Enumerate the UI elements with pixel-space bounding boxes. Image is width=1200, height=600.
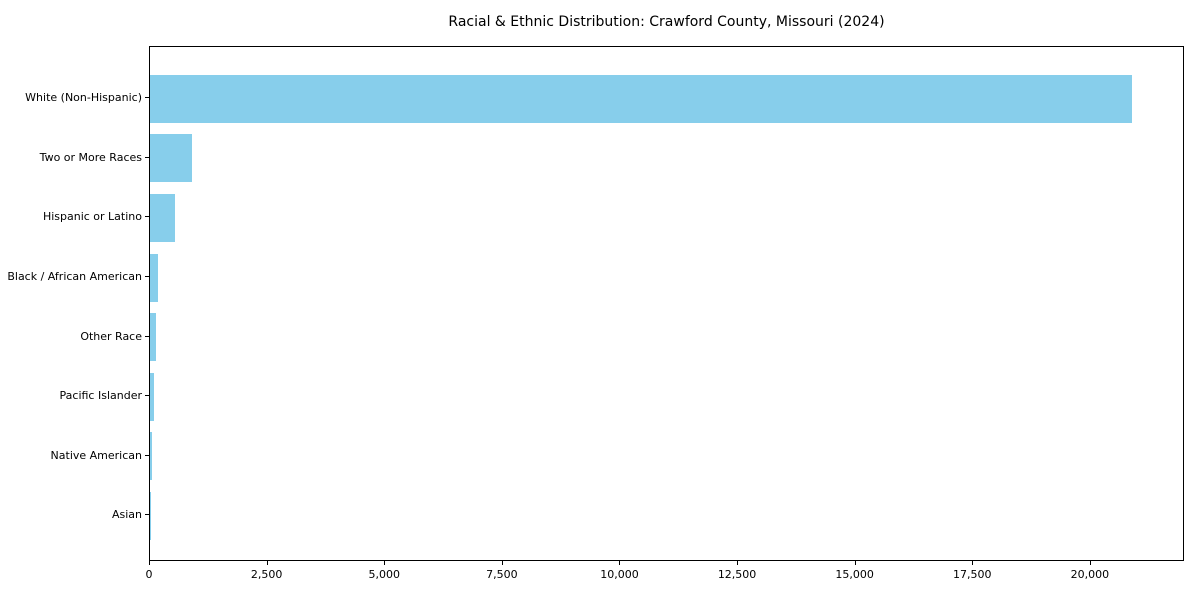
x-tick-mark (737, 561, 739, 565)
bar-other-race (150, 313, 156, 362)
bar-hispanic-or-latino (150, 193, 176, 242)
x-tick-mark (501, 561, 503, 565)
y-label-row: Hispanic or Latino (0, 187, 149, 247)
y-tick-mark (145, 395, 149, 397)
x-tick-mark (384, 561, 386, 565)
bar-asian (150, 491, 151, 540)
chart-title: Racial & Ethnic Distribution: Crawford C… (448, 14, 885, 30)
x-tick-label: 17,500 (953, 568, 992, 581)
bar-rows (150, 47, 1183, 560)
x-tick-label: 15,000 (835, 568, 874, 581)
y-axis-label-two-or-more-races: Two or More Races (39, 150, 142, 164)
x-tick-label: 20,000 (1070, 568, 1110, 581)
x-tick-label: 5,000 (368, 568, 400, 581)
y-tick-mark (145, 97, 149, 99)
y-axis-label-white-non-hispanic: White (Non-Hispanic) (25, 91, 142, 105)
bar-row (150, 129, 1183, 189)
bar-two-or-more-races (150, 134, 193, 183)
x-tick-mark (149, 561, 150, 565)
x-tick-label: 12,500 (717, 568, 757, 581)
y-label-row: Black / African American (0, 247, 149, 307)
y-label-row: Native American (0, 426, 149, 486)
bar-native-american (150, 432, 153, 481)
y-tick-mark (145, 276, 149, 278)
x-tick-label: 0 (145, 568, 153, 581)
y-label-row: Two or More Races (0, 128, 149, 188)
plot-area (149, 46, 1184, 561)
bar-row (150, 188, 1183, 248)
y-axis: White (Non-Hispanic) Two or More Races H… (0, 46, 149, 561)
x-tick-mark (972, 561, 974, 565)
y-axis-label-pacific-islander: Pacific Islander (59, 389, 142, 403)
bar-row (150, 69, 1183, 129)
bar-black-african-american (150, 253, 159, 302)
y-label-row: Other Race (0, 306, 149, 366)
y-tick-mark (145, 156, 149, 158)
x-tick-mark (854, 561, 856, 565)
x-axis: 0 2,500 5,000 7,500 10,000 12,500 15,000 17,500… (145, 561, 1184, 591)
y-tick-mark (145, 216, 149, 218)
x-tick-label: 10,000 (600, 568, 639, 581)
bar-row (150, 248, 1183, 308)
bar-row (150, 307, 1183, 367)
bar-pacific-islander (150, 372, 154, 421)
y-axis-label-other-race: Other Race (80, 329, 142, 343)
y-axis-label-hispanic-or-latino: Hispanic or Latino (42, 210, 142, 224)
y-tick-mark (145, 335, 149, 337)
y-axis-label-asian: Asian (111, 508, 142, 522)
y-tick-mark (145, 514, 149, 516)
y-axis-label-native-american: Native American (50, 448, 142, 462)
x-tick-label: 2,500 (250, 568, 283, 581)
x-tick-label: 7,500 (486, 568, 518, 581)
y-tick-mark (145, 454, 149, 456)
y-axis-label-black-african-american: Black / African American (7, 270, 142, 284)
y-label-row: White (Non-Hispanic) (0, 68, 149, 128)
x-tick-mark (619, 561, 621, 565)
bar-row (150, 367, 1183, 427)
y-label-row: Pacific Islander (0, 366, 149, 426)
bar-row (150, 427, 1183, 487)
x-tick-mark (266, 561, 268, 565)
bar-row (150, 486, 1183, 546)
bar-white-non-hispanic (150, 74, 1133, 123)
y-label-row: Asian (0, 485, 149, 545)
x-tick-mark (1089, 561, 1091, 565)
